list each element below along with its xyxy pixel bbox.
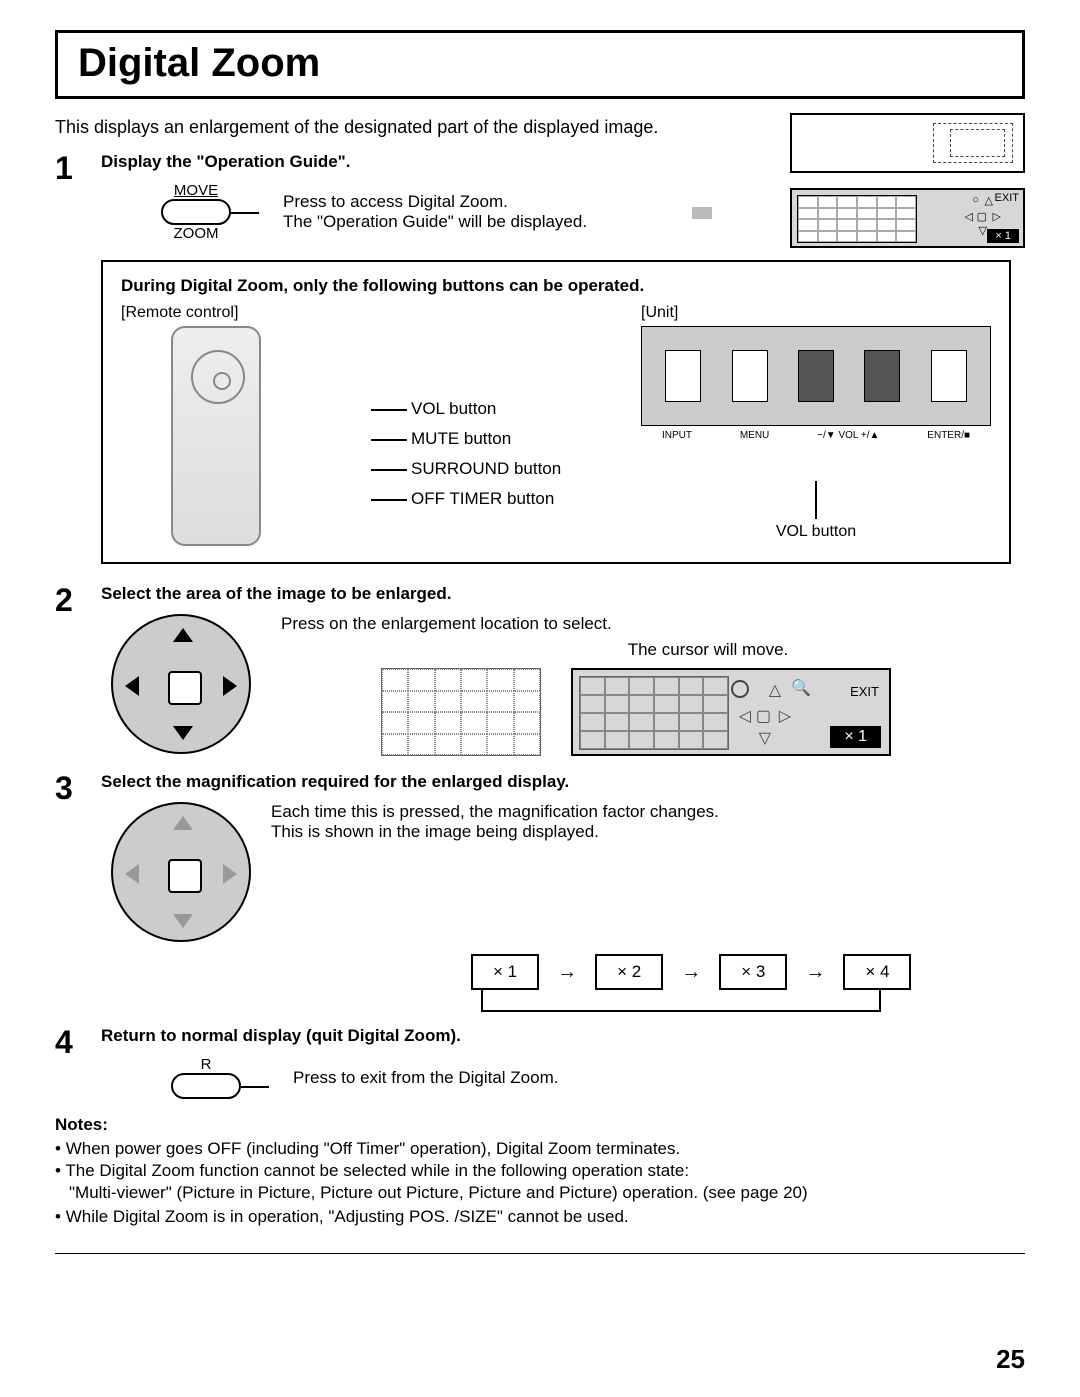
unit-vol-label: −/▼ VOL +/▲ bbox=[817, 430, 879, 441]
arrow-icon: → bbox=[557, 961, 577, 984]
step3-line1: Each time this is pressed, the magnifica… bbox=[271, 802, 719, 822]
note-2: The Digital Zoom function cannot be sele… bbox=[55, 1161, 1025, 1181]
step-number-2: 2 bbox=[55, 584, 101, 616]
zoom-factor-badge-2: × 1 bbox=[830, 726, 881, 748]
step-number-1: 1 bbox=[55, 152, 101, 184]
unit-label: [Unit] bbox=[641, 304, 991, 322]
remote-label: [Remote control] bbox=[121, 304, 381, 322]
title-box: Digital Zoom bbox=[55, 30, 1025, 99]
page-title: Digital Zoom bbox=[78, 41, 320, 85]
note-3: While Digital Zoom is in operation, "Adj… bbox=[55, 1207, 1025, 1227]
cursor-label: The cursor will move. bbox=[391, 640, 1025, 660]
step-number-4: 4 bbox=[55, 1026, 101, 1058]
r-label: R bbox=[171, 1056, 241, 1073]
dpad-diagram bbox=[111, 614, 251, 754]
mag-2: × 2 bbox=[595, 954, 663, 990]
step3-line2: This is shown in the image being display… bbox=[271, 822, 719, 842]
zoom-label: ZOOM bbox=[161, 225, 231, 242]
vol-callout: VOL button bbox=[411, 399, 611, 419]
r-button-icon bbox=[171, 1073, 241, 1099]
mag-3: × 3 bbox=[719, 954, 787, 990]
exit-label: EXIT bbox=[995, 192, 1019, 204]
zoom-button-icon bbox=[161, 199, 231, 225]
page-number: 25 bbox=[996, 1344, 1025, 1375]
zoom-factor-badge: × 1 bbox=[987, 229, 1019, 243]
unit-menu-label: MENU bbox=[740, 430, 769, 441]
move-label: MOVE bbox=[161, 182, 231, 199]
note-2b: "Multi-viewer" (Picture in Picture, Pict… bbox=[55, 1183, 1025, 1203]
step2-heading: Select the area of the image to be enlar… bbox=[101, 584, 1025, 604]
unit-vol-callout: VOL button bbox=[641, 481, 991, 541]
ops-heading: During Digital Zoom, only the following … bbox=[121, 276, 991, 296]
arrow-icon: → bbox=[681, 961, 701, 984]
step2-press: Press on the enlargement location to sel… bbox=[281, 614, 1025, 634]
note-1: When power goes OFF (including "Off Time… bbox=[55, 1139, 1025, 1159]
exit-label-2: EXIT bbox=[850, 684, 879, 699]
step4-heading: Return to normal display (quit Digital Z… bbox=[101, 1026, 1025, 1046]
zoom-area-thumbnail bbox=[790, 113, 1025, 173]
dpad-center-diagram bbox=[111, 802, 251, 942]
operable-buttons-box: During Digital Zoom, only the following … bbox=[101, 260, 1011, 564]
step-number-3: 3 bbox=[55, 772, 101, 804]
arrow-icon: → bbox=[805, 961, 825, 984]
mute-callout: MUTE button bbox=[411, 429, 611, 449]
cursor-grid-diagram bbox=[381, 668, 541, 756]
step3-heading: Select the magnification required for th… bbox=[101, 772, 1025, 792]
remote-control-diagram bbox=[171, 326, 261, 546]
step1-guide: The "Operation Guide" will be displayed. bbox=[283, 212, 587, 232]
step4-press: Press to exit from the Digital Zoom. bbox=[293, 1068, 558, 1088]
step1-press: Press to access Digital Zoom. bbox=[283, 192, 587, 212]
mag-1: × 1 bbox=[471, 954, 539, 990]
unit-input-label: INPUT bbox=[662, 430, 692, 441]
operation-guide-panel: △ 🔍 EXIT ◁ ▢ ▷ ▽ × 1 bbox=[571, 668, 891, 756]
surround-callout: SURROUND button bbox=[411, 459, 611, 479]
offtimer-callout: OFF TIMER button bbox=[411, 489, 611, 509]
unit-enter-label: ENTER/■ bbox=[927, 430, 970, 441]
operation-guide-thumbnail: ○ △ EXIT ◁ ▢ ▷ ▽ × 1 bbox=[790, 188, 1025, 248]
mag-4: × 4 bbox=[843, 954, 911, 990]
unit-panel-diagram bbox=[641, 326, 991, 426]
notes-title: Notes: bbox=[55, 1115, 1025, 1135]
